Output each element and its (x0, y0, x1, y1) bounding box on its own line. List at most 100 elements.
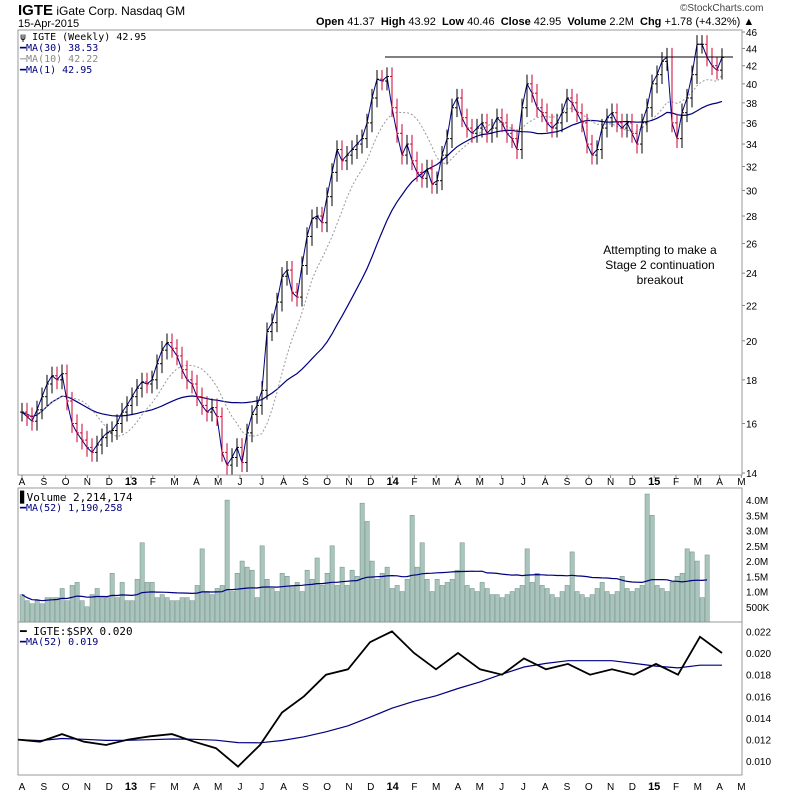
month-label: D (629, 782, 636, 793)
month-label: J (259, 782, 264, 793)
volume-bar (474, 591, 480, 623)
volume-bar (84, 606, 90, 623)
price-tick-label: 42 (746, 62, 758, 73)
volume-bar (294, 582, 300, 623)
volume-bar (19, 594, 25, 623)
volume-bar (579, 594, 585, 623)
month-label: A (193, 477, 200, 488)
volume-bar (524, 548, 530, 623)
legend-rs: ━ IGTE:$SPX 0.020 (20, 625, 133, 638)
volume-bar (374, 579, 380, 623)
volume-bar (594, 588, 600, 623)
volume-bar (424, 579, 430, 623)
price-panel (17, 29, 743, 476)
watermark: ©StockCharts.com (680, 3, 764, 14)
volume-bar (134, 579, 140, 623)
volume-icon: ▋ (20, 491, 27, 504)
month-label: 13 (125, 476, 137, 488)
volume-bar (159, 594, 165, 623)
rs-panel (17, 621, 743, 776)
month-label: J (499, 782, 504, 793)
volume-bar (289, 585, 295, 623)
volume-tick-label: 500K (746, 603, 770, 614)
volume-bar (609, 594, 615, 623)
volume-bar (324, 572, 330, 623)
volume-bar (354, 576, 360, 623)
month-label: A (542, 782, 549, 793)
quote-summary: Open 41.37 High 43.92 Low 40.46 Close 42… (316, 16, 755, 28)
volume-bar (444, 582, 450, 623)
month-label: F (150, 477, 156, 488)
month-label: N (84, 782, 91, 793)
volume-bar (549, 594, 555, 623)
volume-bar (194, 585, 200, 623)
price-tick-label: 16 (746, 419, 758, 430)
rs-tick-label: 0.018 (746, 671, 771, 682)
volume-tick-label: 4.0M (746, 496, 768, 507)
rs-ma-line (17, 660, 722, 744)
volume-bar (639, 585, 645, 623)
volume-bar (79, 600, 85, 623)
volume-bar (699, 597, 705, 623)
symbol: IGTE (18, 2, 54, 19)
volume-bar (364, 521, 370, 623)
volume-bar (224, 499, 230, 623)
volume-bar (349, 569, 355, 623)
month-label: F (673, 477, 679, 488)
month-label: A (280, 477, 287, 488)
volume-bar (309, 579, 315, 623)
volume-bar (539, 585, 545, 623)
volume-bar (179, 597, 185, 623)
price-tick-label: 46 (746, 28, 758, 39)
month-label: F (673, 782, 679, 793)
volume-bar (114, 597, 120, 623)
volume-bar (574, 591, 580, 623)
month-label: F (411, 477, 417, 488)
month-label: A (455, 477, 462, 488)
volume-bar (619, 576, 625, 623)
price-tick-label: 34 (746, 140, 758, 151)
month-label: M (432, 782, 440, 793)
month-label: S (40, 782, 47, 793)
legend-volume: ▋Volume 2,214,174 (20, 491, 133, 504)
month-label: M (476, 477, 484, 488)
volume-tick-label: 2.5M (746, 542, 768, 553)
price-tick-label: 30 (746, 186, 758, 197)
volume-bar (329, 545, 335, 623)
volume-bar (24, 600, 30, 623)
month-label: A (19, 782, 26, 793)
volume-bar (679, 572, 685, 623)
rs-tick-label: 0.020 (746, 649, 771, 660)
volume-bar (704, 554, 710, 623)
volume-bar (694, 560, 700, 623)
price-tick-label: 32 (746, 163, 758, 174)
volume-bar (654, 585, 660, 623)
legend-ma1: ━MA(1) 42.95 (20, 65, 93, 76)
volume-bar (484, 588, 490, 623)
volume-bar (39, 603, 45, 623)
volume-bar (49, 597, 55, 623)
volume-bar (389, 588, 395, 623)
volume-bar (434, 579, 440, 623)
volume-bar (64, 600, 70, 623)
volume-bar (284, 576, 290, 623)
volume-bar (404, 579, 410, 623)
month-label: 14 (386, 476, 399, 488)
volume-bar (624, 588, 630, 623)
price-tick-label: 24 (746, 269, 758, 280)
month-label: M (214, 477, 222, 488)
exchange: Nasdaq GM (121, 4, 186, 18)
month-label: S (564, 782, 571, 793)
volume-bar (299, 591, 305, 623)
volume-tick-label: 1.5M (746, 572, 768, 583)
month-label: 15 (648, 781, 660, 793)
volume-bar (599, 582, 605, 623)
volume-bar (614, 591, 620, 623)
volume-bar (69, 585, 75, 623)
volume-bar (219, 585, 225, 623)
month-label: 13 (125, 781, 137, 793)
volume-bar (649, 515, 655, 623)
volume-bar (454, 569, 460, 623)
volume-bar (129, 600, 135, 623)
